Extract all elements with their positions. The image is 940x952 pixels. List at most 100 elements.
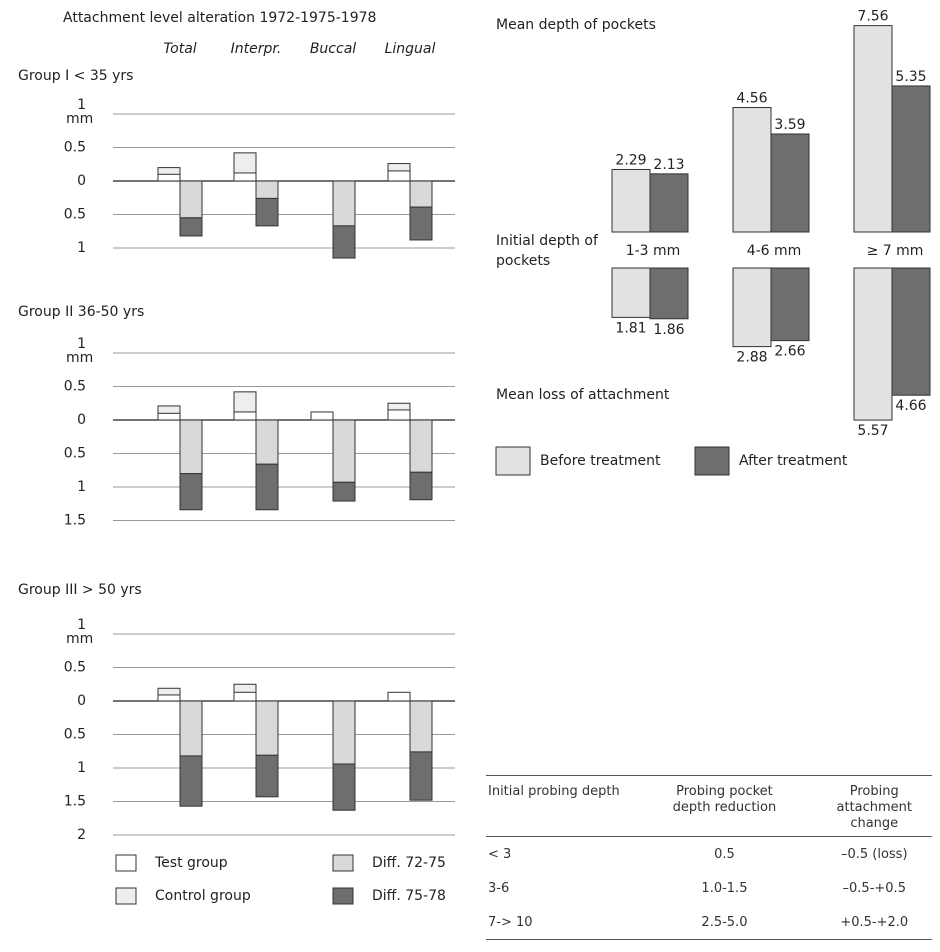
value-label: 5.57 [857,423,888,439]
bar [409,700,433,753]
bar [332,700,356,765]
value-label: 4.66 [895,398,926,414]
value-label: 5.35 [895,69,926,85]
bar [233,411,257,421]
value-label: 3.59 [774,117,805,133]
panel-title: Group II 36-50 yrs [18,304,144,320]
y-tick-label: 2 [77,827,86,843]
bar [770,267,810,342]
y-axis-unit: mm [66,111,93,127]
bar [387,691,411,702]
category-label: Total [163,41,196,57]
y-tick-label: 0 [77,173,86,189]
bar [255,419,279,465]
bar [732,267,772,348]
bar [732,107,772,233]
cell: 3-6 [488,880,510,896]
cell: < 3 [488,846,512,862]
bar [233,691,257,702]
y-axis-unit: mm [66,631,93,647]
y-tick-label: 0 [77,693,86,709]
value-label: 7.56 [857,9,888,25]
bar [649,173,689,233]
bar [853,25,893,233]
bar [409,206,433,241]
table-header: Probing attachment change [816,775,932,837]
cell: 7-> 10 [488,914,533,930]
bar [891,267,931,396]
bar [255,180,279,199]
category-label: ≥ 7 mm [867,243,924,259]
bar [310,411,334,421]
bar [179,180,203,219]
y-tick-label: 0.5 [64,207,86,223]
x-axis-label: Initial depth of pockets [496,233,598,269]
cell: +0.5-+2.0 [840,914,909,930]
bar [255,754,279,798]
y-tick-label: 1 [77,97,86,113]
value-label: 2.88 [736,350,767,366]
legend-label: Before treatment [540,453,661,469]
value-label: 4.56 [736,91,767,107]
y-tick-label: 1 [77,336,86,352]
value-label: 2.66 [774,344,805,360]
table-header: Initial probing depth [486,775,633,837]
bar [233,172,257,182]
bar [409,180,433,208]
y-axis-unit: mm [66,350,93,366]
y-tick-label: 1 [77,479,86,495]
y-tick-label: 0.5 [64,727,86,743]
cell: 2.5-5.0 [701,914,748,930]
legend-label: Diff. 75-78 [372,888,446,904]
bar [387,409,411,421]
legend-swatch [694,446,730,476]
bar [332,481,356,502]
value-label: 2.29 [615,152,646,168]
y-tick-label: 1 [77,240,86,256]
cell: –0.5 (loss) [840,846,908,862]
legend-swatch [332,854,354,872]
legend-label: After treatment [739,453,848,469]
bar [332,419,356,483]
bar [179,217,203,237]
value-label: 1.86 [653,322,684,338]
bar [157,173,181,182]
value-label: 2.13 [653,157,684,173]
bar [179,700,203,757]
value-label: 1.81 [615,320,646,336]
bar [409,419,433,473]
y-tick-label: 1.5 [64,794,86,810]
bar [409,471,433,501]
bar [611,168,651,233]
bar [332,180,356,227]
table-header: Probing pocket depth reduction [632,775,817,837]
bar [255,463,279,511]
bar [770,133,810,233]
chart-subtitle: Mean loss of attachment [496,387,670,403]
bar [409,751,433,801]
bar [179,755,203,807]
category-label: Buccal [310,41,356,57]
panel-title: Group III > 50 yrs [18,582,142,598]
y-tick-label: 1.5 [64,513,86,529]
y-tick-label: 0.5 [64,379,86,395]
cell: 1.0-1.5 [701,880,748,896]
category-label: Lingual [385,41,436,57]
legend-label: Diff. 72-75 [372,855,446,871]
y-tick-label: 1 [77,617,86,633]
y-tick-label: 0 [77,412,86,428]
y-tick-label: 0.5 [64,446,86,462]
legend-swatch [115,854,137,872]
legend-label: Test group [154,855,228,871]
bar [649,267,689,320]
table: Initial probing depth Probing pocket dep… [486,775,932,940]
bar [255,197,279,227]
bar [332,763,356,811]
legend-swatch [332,887,354,905]
panel-title: Group I < 35 yrs [18,68,133,84]
y-tick-label: 1 [77,760,86,776]
legend-swatch [115,887,137,905]
bar [611,267,651,318]
chart-title: Attachment level alteration 1972-1975-19… [63,10,376,26]
legend-swatch [495,446,531,476]
